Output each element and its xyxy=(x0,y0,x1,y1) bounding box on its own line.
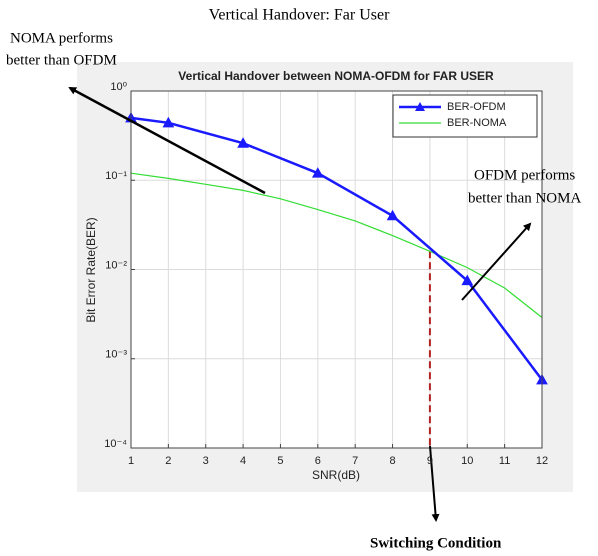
point-marker xyxy=(461,274,474,286)
x-tick-label: 2 xyxy=(165,455,171,467)
point-marker xyxy=(311,167,324,178)
annotation: NOMA performs xyxy=(10,30,113,46)
chart-title: Vertical Handover between NOMA-OFDM for … xyxy=(178,69,494,83)
y-tick-label: 10⁰ xyxy=(110,81,127,93)
x-axis-label: SNR(dB) xyxy=(312,468,360,482)
arrow xyxy=(461,222,532,301)
point-marker xyxy=(386,209,399,221)
annotation: Switching Condition xyxy=(370,535,502,551)
x-tick-label: 6 xyxy=(315,455,321,467)
legend-marker xyxy=(415,102,425,111)
legend-label: BER-NOMA xyxy=(447,117,507,129)
y-axis-label: Bit Error Rate(BER) xyxy=(84,217,98,322)
point-marker xyxy=(162,116,175,128)
plot-frame xyxy=(130,90,543,449)
x-tick-label: 8 xyxy=(389,455,395,467)
legend-label: BER-OFDM xyxy=(447,101,506,113)
x-tick-label: 3 xyxy=(203,455,209,467)
y-tick-label: 10⁻³ xyxy=(105,349,127,361)
point-marker xyxy=(237,137,249,148)
y-tick-label: 10⁻⁴ xyxy=(104,438,127,450)
x-tick-label: 12 xyxy=(536,455,548,467)
arrow xyxy=(429,445,440,522)
annotation: better than NOMA xyxy=(468,190,581,206)
x-tick-label: 4 xyxy=(240,455,246,467)
legend-box xyxy=(392,94,538,138)
x-tick-label: 1 xyxy=(128,455,134,467)
annotation: OFDM performs xyxy=(474,167,575,183)
x-tick-label: 5 xyxy=(277,455,283,467)
figure-title: Vertical Handover: Far User xyxy=(209,7,390,24)
series-line xyxy=(130,172,543,318)
x-tick-label: 7 xyxy=(352,455,358,467)
x-tick-label: 11 xyxy=(499,455,510,467)
y-tick-label: 10⁻² xyxy=(105,259,127,271)
x-tick-label: 10 xyxy=(461,455,473,467)
arrow xyxy=(68,86,266,195)
annotation: better than OFDM xyxy=(6,52,117,68)
x-tick-label: 9 xyxy=(427,455,433,467)
y-tick-label: 10⁻¹ xyxy=(105,170,127,182)
